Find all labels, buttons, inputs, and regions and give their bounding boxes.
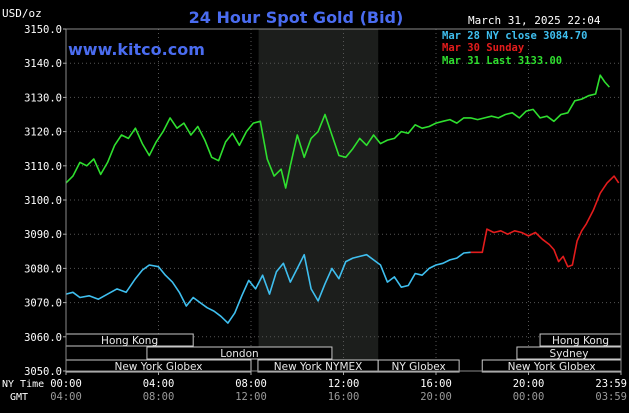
session-label: NY Globex xyxy=(392,361,446,373)
session-bar: New York Globex xyxy=(481,359,622,373)
session-bar: Sydney xyxy=(516,346,622,360)
y-tick-label: 3060.0 xyxy=(24,332,62,344)
x-tick-label-ny: 20:00 xyxy=(513,378,545,390)
y-tick-label: 3130.0 xyxy=(24,92,62,104)
x-tick-label-gmt: 04:00 xyxy=(50,391,82,403)
x-axis: NY TimeGMT00:0004:0004:0008:0008:0012:00… xyxy=(2,371,627,403)
timestamp: March 31, 2025 22:04 xyxy=(468,14,601,27)
y-tick-label: 3050.0 xyxy=(24,366,62,378)
x-tick-label-gmt: 03:59 xyxy=(595,391,627,403)
session-box xyxy=(377,359,460,373)
y-tick-label: 3120.0 xyxy=(24,127,62,139)
x-tick-label-gmt: 08:00 xyxy=(143,391,175,403)
legend-item-ny-close: Mar 28 NY close 3084.70 xyxy=(442,30,587,42)
x-tick-label-gmt: 00:00 xyxy=(513,391,545,403)
y-tick-label: 3110.0 xyxy=(24,161,62,173)
session-label: Hong Kong xyxy=(101,335,158,347)
y-tick-label: 3140.0 xyxy=(24,58,62,70)
x-tick-label-gmt: 12:00 xyxy=(235,391,267,403)
session-bar: London xyxy=(146,346,333,360)
x-tick-label-ny: 23:59 xyxy=(595,378,627,390)
series-line-2 xyxy=(65,74,610,189)
session-bar: Hong Kong xyxy=(539,333,622,347)
series-layer xyxy=(65,74,620,324)
x-tick-label-ny: 00:00 xyxy=(50,378,82,390)
session-label: New York Globex xyxy=(114,361,202,373)
series-line-1 xyxy=(470,175,620,268)
session-bar: NY Globex xyxy=(377,359,460,373)
y-tick-label: 3090.0 xyxy=(24,229,62,241)
session-label: Sydney xyxy=(550,348,589,360)
session-bar: Hong Kong xyxy=(65,333,194,347)
x-tick-label-gmt: 16:00 xyxy=(328,391,360,403)
x-row-label-gmt: GMT xyxy=(10,392,28,403)
session-label: London xyxy=(220,348,259,360)
legend-item-sunday: Mar 30 Sunday xyxy=(442,42,525,54)
legend-item-last: Mar 31 Last 3133.00 xyxy=(442,55,562,67)
session-label: Hong Kong xyxy=(552,335,609,347)
legend: Mar 28 NY close 3084.70 Mar 30 Sunday Ma… xyxy=(442,30,587,67)
session-label: New York NYMEX xyxy=(274,361,363,373)
unit-label: USD/oz xyxy=(2,7,42,20)
y-tick-label: 3100.0 xyxy=(24,195,62,207)
chart-title: 24 Hour Spot Gold (Bid) xyxy=(189,8,404,27)
session-label: New York Globex xyxy=(508,361,596,373)
x-tick-label-ny: 16:00 xyxy=(420,378,452,390)
x-row-label-ny: NY Time xyxy=(2,379,44,390)
x-tick-label-ny: 04:00 xyxy=(143,378,175,390)
x-tick-label-gmt: 20:00 xyxy=(420,391,452,403)
y-tick-label: 3150.0 xyxy=(24,24,62,36)
session-bar: New York Globex xyxy=(65,359,252,373)
session-box xyxy=(146,346,333,360)
x-tick-label-ny: 08:00 xyxy=(235,378,267,390)
x-tick-label-ny: 12:00 xyxy=(328,378,360,390)
source-url: www.kitco.com xyxy=(68,40,205,59)
series-line-0 xyxy=(65,251,471,324)
y-axis: 3150.0 3140.0 3130.0 3120.0 3110.0 3100.0 3090… xyxy=(24,24,66,378)
y-tick-label: 3080.0 xyxy=(24,263,62,275)
y-tick-label: 3070.0 xyxy=(24,298,62,310)
